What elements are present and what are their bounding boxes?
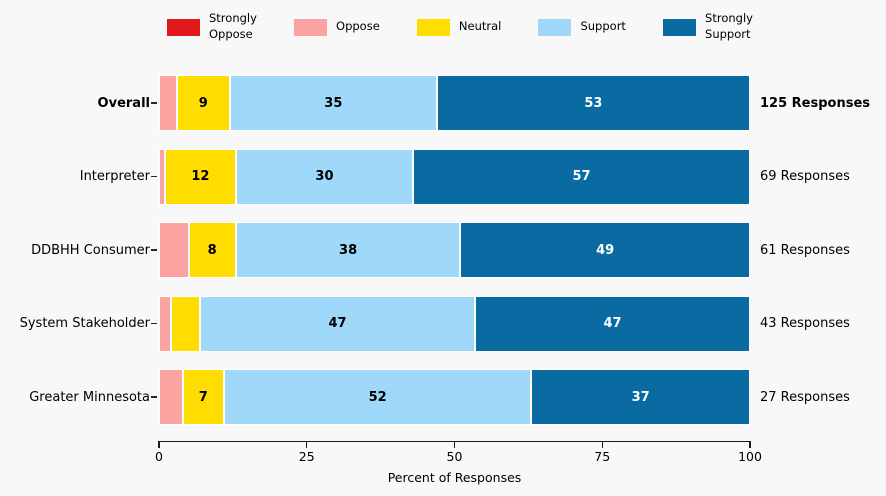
- legend-label: Strongly Oppose: [209, 11, 257, 41]
- bar-segment-neutral: 12: [164, 148, 236, 205]
- x-axis-tick-label: 100: [738, 449, 762, 464]
- segment-value-label: 12: [191, 169, 210, 184]
- y-axis-tick: [151, 175, 157, 178]
- bar-segment-oppose: [159, 75, 177, 131]
- response-count-label: 61 Responses: [760, 242, 850, 258]
- bar-row: System Stakeholder 47 47 43 Responses: [0, 295, 886, 352]
- bar-segment-strongly-support: 47: [474, 295, 750, 352]
- bar-segment-oppose: [159, 148, 165, 205]
- bar-segment-oppose: [159, 295, 171, 352]
- x-axis-tick: [306, 441, 308, 448]
- segment-value-label: 8: [207, 242, 217, 258]
- bar-track: 47 47: [159, 295, 750, 352]
- segment-value-label: 30: [315, 169, 334, 184]
- segment-value-label: 53: [584, 95, 603, 111]
- segment-value-label: 52: [368, 389, 387, 405]
- bar-segment-neutral: 7: [182, 369, 224, 425]
- segment-value-label: 7: [198, 389, 208, 405]
- bar-segment-support: 52: [223, 369, 532, 425]
- x-axis-tick: [601, 441, 603, 448]
- bar-row: Interpreter 12 30 57 69 Responses: [0, 148, 886, 205]
- legend-item: Oppose: [294, 18, 380, 36]
- x-axis-tick-label: 50: [446, 449, 463, 464]
- bar-segment-support: 38: [235, 222, 461, 278]
- x-axis-tick: [158, 441, 160, 448]
- bar-row: DDBHH Consumer 8 38 49 61 Responses: [0, 222, 886, 278]
- bar-row: Overall 9 35 53 125 Responses: [0, 75, 886, 131]
- bar-segment-support: 35: [229, 75, 437, 131]
- row-label: Interpreter: [79, 169, 150, 184]
- segment-value-label: 47: [328, 316, 347, 331]
- x-axis-tick-label: 25: [298, 449, 315, 464]
- legend-item: Strongly Support: [663, 11, 753, 42]
- row-label: System Stakeholder: [19, 316, 150, 331]
- legend-label: Strongly Support: [705, 11, 753, 41]
- segment-value-label: 9: [198, 95, 208, 111]
- legend-item: Neutral: [416, 18, 502, 36]
- bar-segment-neutral: 8: [188, 222, 236, 278]
- legend-swatch: [663, 18, 697, 36]
- x-axis-tick-label: 0: [155, 449, 163, 464]
- x-axis-tick: [453, 441, 456, 448]
- row-label: DDBHH Consumer: [31, 242, 150, 258]
- bar-track: 9 35 53: [159, 75, 750, 131]
- bar-segment-strongly-support: 53: [436, 75, 750, 131]
- legend-swatch: [294, 18, 328, 36]
- x-axis-tick-label: 75: [594, 449, 611, 464]
- segment-value-label: 37: [631, 389, 650, 405]
- response-count-label: 27 Responses: [760, 389, 850, 405]
- legend: Strongly Oppose Oppose Neutral Support Stron…: [167, 4, 753, 50]
- y-axis-tick: [151, 322, 157, 325]
- bar-segment-neutral: 9: [176, 75, 230, 131]
- legend-item: Strongly Oppose: [167, 11, 257, 42]
- bar-segment-strongly-support: 57: [413, 148, 750, 205]
- bar-segment-strongly-support: 49: [460, 222, 750, 278]
- legend-label: Oppose: [336, 19, 380, 34]
- bar-segment-strongly-support: 37: [531, 369, 750, 425]
- x-axis-title: Percent of Responses: [387, 470, 522, 485]
- bar-segment-neutral: [170, 295, 200, 352]
- bar-track: 7 52 37: [159, 369, 750, 425]
- segment-value-label: 38: [339, 242, 358, 258]
- y-axis-tick: [151, 102, 157, 104]
- response-count-label: 43 Responses: [760, 316, 850, 331]
- legend-swatch: [167, 18, 200, 36]
- segment-value-label: 49: [596, 242, 615, 258]
- segment-value-label: 57: [572, 169, 591, 184]
- bar-track: 8 38 49: [159, 222, 750, 278]
- bar-segment-oppose: [159, 369, 183, 425]
- row-label: Greater Minnesota: [29, 389, 150, 405]
- legend-swatch: [416, 18, 450, 36]
- bar-segment-support: 47: [199, 295, 475, 352]
- legend-swatch: [538, 18, 572, 36]
- bar-track: 12 30 57: [159, 148, 750, 205]
- segment-value-label: 47: [603, 316, 622, 331]
- bar-row: Greater Minnesota 7 52 37 27 Responses: [0, 369, 886, 425]
- bar-segment-oppose: [159, 222, 189, 278]
- legend-label: Support: [580, 19, 626, 34]
- row-label: Overall: [97, 95, 150, 111]
- legend-label: Neutral: [458, 19, 502, 34]
- x-axis-tick: [749, 441, 751, 448]
- response-count-label: 125 Responses: [760, 95, 871, 111]
- response-count-label: 69 Responses: [760, 169, 850, 184]
- segment-value-label: 35: [324, 95, 343, 111]
- y-axis-tick: [151, 249, 157, 251]
- y-axis-tick: [151, 396, 157, 398]
- bar-segment-support: 30: [235, 148, 414, 205]
- legend-item: Support: [538, 18, 626, 36]
